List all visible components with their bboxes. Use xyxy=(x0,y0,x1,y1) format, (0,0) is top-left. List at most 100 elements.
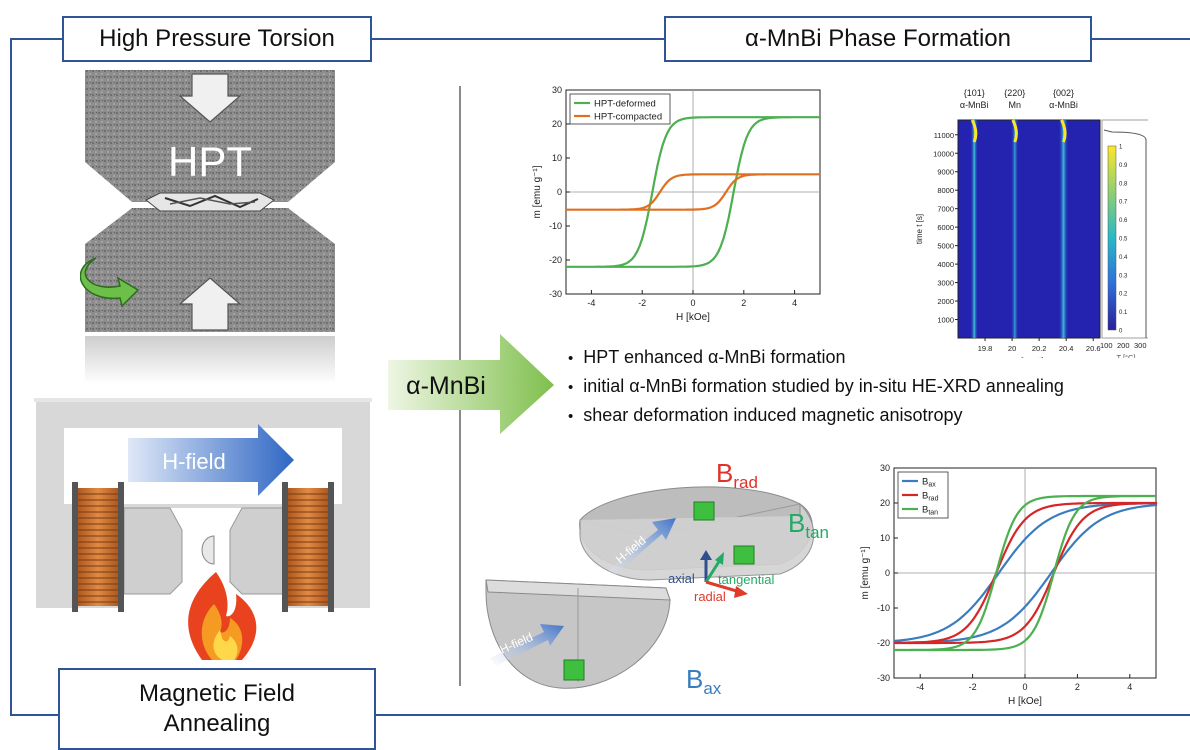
y-tick-label: 2000 xyxy=(937,297,954,306)
sample-holder xyxy=(201,535,215,565)
finding-item: initial α-MnBi formation studied by in-s… xyxy=(568,372,1188,401)
half-disk-bottom xyxy=(485,579,671,689)
y-tick-label: 5000 xyxy=(937,242,954,251)
peak-onset xyxy=(1011,119,1018,143)
rotation-arrow-icon xyxy=(80,257,140,308)
axial-label: axial xyxy=(668,571,695,586)
temperature-curve xyxy=(1103,129,1147,338)
temperature-axis-label: T [°C] xyxy=(1116,353,1135,358)
y-tick-label: 6000 xyxy=(937,223,954,232)
x-tick-label: -4 xyxy=(916,682,924,692)
finding-item: shear deformation induced magnetic aniso… xyxy=(568,401,1188,430)
title-mfa-line1: Magnetic Field xyxy=(138,680,296,707)
peak-hkl-label: {002} xyxy=(1053,88,1074,98)
lower-anvil xyxy=(85,208,335,332)
y-tick-label: -30 xyxy=(877,673,890,683)
peak-hkl-label: {220} xyxy=(1004,88,1025,98)
sample-cube-rad xyxy=(693,501,715,521)
colorbar-tick-label: 0.5 xyxy=(1119,237,1128,243)
y-tick-label: 20 xyxy=(880,498,890,508)
x-tick-label: 2 xyxy=(1075,682,1080,692)
heatmap-area xyxy=(957,119,1101,339)
arrow-label: α-MnBi xyxy=(406,372,486,400)
y-tick-label: 10000 xyxy=(933,149,954,158)
pressure-arrow-down-icon xyxy=(178,73,242,123)
y-tick-label: 1000 xyxy=(937,316,954,325)
peak-phase-label: Mn xyxy=(1009,100,1022,110)
b-ax-label: Bax xyxy=(686,664,722,698)
y-axis-label: time t [s] xyxy=(915,214,924,244)
x-tick-label: 4 xyxy=(792,298,797,308)
colorbar-tick-label: 0.2 xyxy=(1119,292,1128,298)
x-tick-label: 19.8 xyxy=(978,344,993,353)
y-tick-label: 7000 xyxy=(937,205,954,214)
flame-icon xyxy=(188,572,257,660)
radial-axis-arrow-icon xyxy=(705,580,741,594)
legend-label: Btan xyxy=(922,505,938,517)
findings-list: HPT enhanced α-MnBi formation initial α-… xyxy=(568,343,1188,429)
y-tick-label: 8000 xyxy=(937,186,954,195)
peak-streak xyxy=(1010,120,1019,338)
y-tick-label: 30 xyxy=(552,85,562,95)
peak-hkl-label: {101} xyxy=(964,88,985,98)
legend-label: Bax xyxy=(922,477,936,489)
finding-item: HPT enhanced α-MnBi formation xyxy=(568,343,1188,372)
temperature-tick-label: 200 xyxy=(1117,341,1130,350)
h-field-arrow-top-icon xyxy=(608,518,676,576)
coil-right xyxy=(282,482,334,612)
pole-right xyxy=(229,507,285,595)
sample-cube-tan xyxy=(733,545,755,565)
x-tick-label: 20 xyxy=(1008,344,1016,353)
y-tick-label: -10 xyxy=(877,603,890,613)
hpt-label: HPT xyxy=(168,138,252,185)
y-tick-label: 9000 xyxy=(937,168,954,177)
temperature-panel xyxy=(1101,119,1148,339)
frame-top-right xyxy=(1088,38,1190,40)
frame-top-left xyxy=(10,38,64,40)
mfa-illustration: H-field xyxy=(34,398,372,660)
x-tick-label: 20.6 xyxy=(1086,344,1101,353)
y-tick-label: 0 xyxy=(557,187,562,197)
legend-label: HPT-compacted xyxy=(594,112,662,123)
y-tick-label: -10 xyxy=(549,221,562,231)
legend-label: Brad xyxy=(922,491,939,503)
y-tick-label: 0 xyxy=(885,568,890,578)
sample-cube-ax xyxy=(563,659,585,681)
x-tick-label: -2 xyxy=(969,682,977,692)
peak-phase-label: α-MnBi xyxy=(1049,100,1078,110)
y-tick-label: -30 xyxy=(549,289,562,299)
tangential-axis-arrow-icon xyxy=(704,559,722,583)
peak-streak xyxy=(970,120,979,338)
pressure-arrow-up-icon xyxy=(178,277,242,331)
y-tick-label: 10 xyxy=(880,533,890,543)
peak-phase-label: α-MnBi xyxy=(960,100,989,110)
peak-onset xyxy=(970,119,978,143)
colorbar-tick-label: 0 xyxy=(1119,329,1123,335)
colorbar-tick-label: 1 xyxy=(1119,145,1123,151)
temperature-tick-label: 300 xyxy=(1134,341,1147,350)
x-axis-label: H [kOe] xyxy=(676,312,710,323)
alpha-mnbi-arrow-icon: α-MnBi xyxy=(388,334,554,434)
x-tick-label: -2 xyxy=(638,298,646,308)
x-tick-label: -4 xyxy=(587,298,595,308)
legend-label: HPT-deformed xyxy=(594,99,656,110)
radial-label: radial xyxy=(694,589,726,604)
colorbar-tick-label: 0.3 xyxy=(1119,273,1128,279)
temperature-tick-label: 100 xyxy=(1100,341,1113,350)
y-tick-label: 20 xyxy=(552,119,562,129)
series-line xyxy=(566,173,820,211)
anvil-reflection xyxy=(85,336,335,384)
title-hpt: High Pressure Torsion xyxy=(62,16,372,62)
x-axis-label: H [kOe] xyxy=(1008,696,1042,707)
y-tick-label: 3000 xyxy=(937,279,954,288)
title-phase-text: α-MnBi Phase Formation xyxy=(745,25,1011,52)
peak-streak xyxy=(1058,120,1069,338)
title-mfa: Magnetic Field Annealing xyxy=(58,668,376,750)
y-axis-label: m [emu g⁻¹] xyxy=(532,165,543,218)
colorbar-tick-label: 0.6 xyxy=(1119,218,1128,224)
upper-anvil xyxy=(85,70,335,202)
x-tick-label: 0 xyxy=(690,298,695,308)
colorbar-tick-label: 0.1 xyxy=(1119,310,1128,316)
colorbar-tick-label: 0.4 xyxy=(1119,255,1128,261)
